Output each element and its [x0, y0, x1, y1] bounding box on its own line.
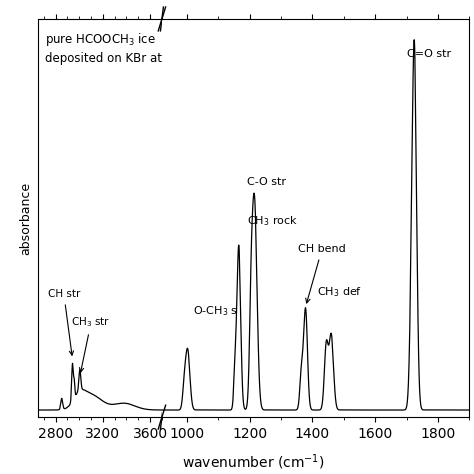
Text: O-CH$_3$ s: O-CH$_3$ s [193, 304, 238, 318]
Text: CH$_3$ str: CH$_3$ str [72, 316, 110, 372]
Text: C=O str: C=O str [407, 49, 451, 59]
Text: pure HCOOCH$_3$ ice
deposited on KBr at 16 K: pure HCOOCH$_3$ ice deposited on KBr at … [46, 31, 192, 65]
Text: CH str: CH str [48, 289, 80, 355]
Text: CH$_3$ rock: CH$_3$ rock [246, 215, 298, 228]
Text: CH bend: CH bend [298, 245, 346, 303]
Text: wavenumber (cm$^{-1}$): wavenumber (cm$^{-1}$) [182, 452, 325, 472]
Text: CH$_3$ def: CH$_3$ def [318, 285, 363, 300]
Text: C-O str: C-O str [247, 177, 286, 187]
Y-axis label: absorbance: absorbance [19, 182, 32, 255]
